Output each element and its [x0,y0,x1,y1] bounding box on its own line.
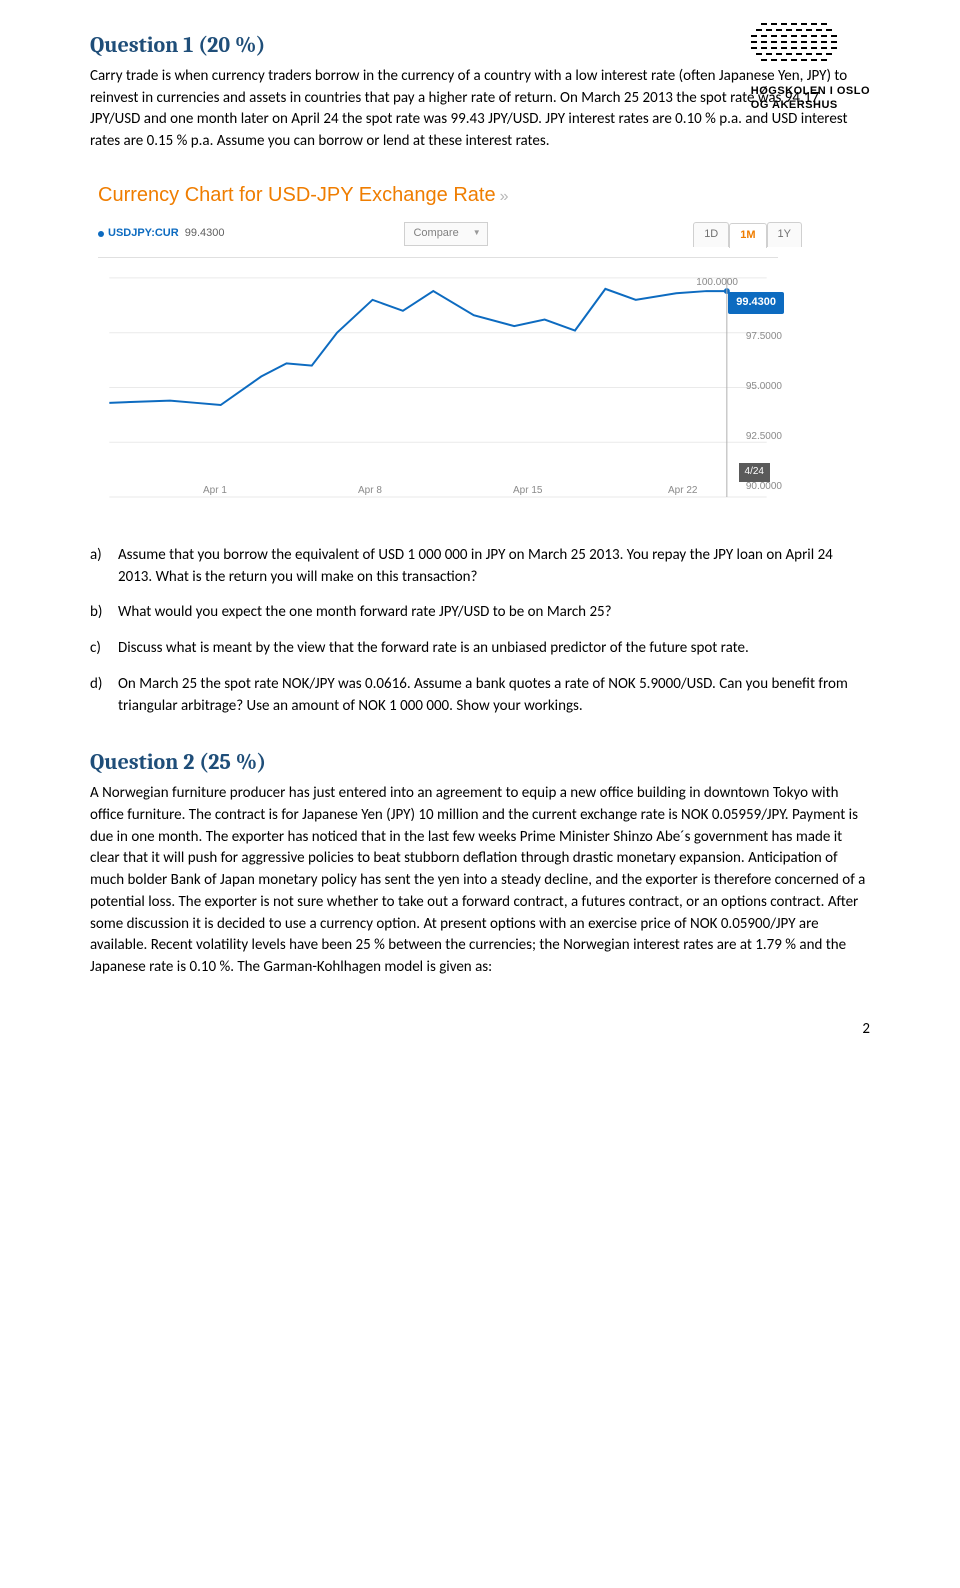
ticker-symbol[interactable]: USDJPY:CUR [108,226,179,242]
tab-1y[interactable]: 1Y [767,222,802,247]
date-flag: 4/24 [739,463,770,482]
logo-text-line2: OG AKERSHUS [751,98,870,112]
chart-title[interactable]: Currency Chart for USD-JPY Exchange Rate… [98,181,802,210]
question2-title: Question 2 (25 %) [90,747,870,779]
logo-mark [751,20,870,76]
line-chart-svg [98,258,778,507]
subpart-d: d)On March 25 the spot rate NOK/JPY was … [90,674,870,718]
subpart-a: a)Assume that you borrow the equivalent … [90,545,870,589]
subpart-b: b)What would you expect the one month fo… [90,602,870,624]
ticker-dot-icon [98,231,104,237]
chart-plot-area: 100.0000 99.4300 97.5000 95.0000 92.5000… [98,257,778,507]
xlabel-apr22: Apr 22 [668,484,697,499]
compare-dropdown[interactable]: Compare [404,222,487,246]
ylabel-975: 97.5000 [746,330,782,345]
ylabel-100: 100.0000 [696,276,738,291]
ylabel-90: 90.0000 [746,480,782,495]
xlabel-apr8: Apr 8 [358,484,382,499]
timeframe-tabs: 1D 1M 1Y [693,222,802,247]
price-callout: 99.4300 [728,292,784,314]
ticker-value: 99.4300 [185,226,225,242]
page-number: 2 [90,1019,870,1041]
currency-chart-widget: Currency Chart for USD-JPY Exchange Rate… [90,173,810,515]
logo-text-line1: HØGSKOLEN I OSLO [751,84,870,98]
tab-1d[interactable]: 1D [693,222,729,247]
chart-title-arrow-icon: » [500,188,509,205]
institution-logo: HØGSKOLEN I OSLO OG AKERSHUS [751,20,870,112]
xlabel-apr15: Apr 15 [513,484,542,499]
xlabel-apr1: Apr 1 [203,484,227,499]
subpart-c: c)Discuss what is meant by the view that… [90,638,870,660]
ylabel-925: 92.5000 [746,430,782,445]
tab-1m[interactable]: 1M [729,223,766,248]
question1-subparts: a)Assume that you borrow the equivalent … [90,545,870,718]
ylabel-95: 95.0000 [746,380,782,395]
question2-body: A Norwegian furniture producer has just … [90,783,870,979]
